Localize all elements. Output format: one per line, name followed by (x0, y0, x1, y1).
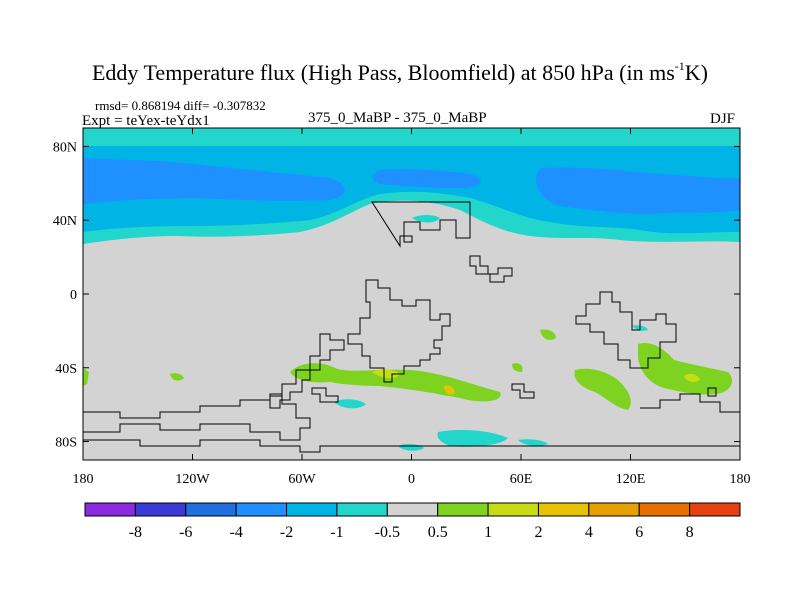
positive-patch-australia-south (638, 342, 732, 395)
colorbar-label: 6 (635, 524, 643, 541)
title-unit: K) (684, 60, 708, 85)
expt-label: Expt = teYex-teYdx1 (82, 113, 210, 129)
lon-tick-label: 60W (288, 472, 316, 487)
colorbar-swatch (185, 502, 237, 517)
colorbar-swatch (588, 502, 640, 517)
coast-north-africa (371, 201, 471, 248)
lon-tick-label: 180 (730, 472, 751, 487)
colorbar-label: 4 (585, 524, 593, 541)
title-superscript: -1 (674, 58, 685, 73)
lat-tick-label: 80S (55, 436, 77, 451)
negative-patch-north (412, 215, 440, 223)
coast-south-america (269, 333, 345, 409)
positive-patch-small-west (170, 373, 184, 381)
diff-value: -0.307832 (212, 98, 266, 113)
lon-tick-label: 180 (73, 472, 94, 487)
coast-islands (311, 383, 717, 403)
title-text: Eddy Temperature flux (High Pass, Bloomf… (91, 60, 675, 85)
colorbar-swatch (437, 502, 489, 517)
longitude-axis: 180 120W 60W 0 60E 120E 180 (73, 128, 751, 487)
positive-patch-south-america (540, 329, 556, 340)
lon-tick-label: 0 (408, 472, 415, 487)
map-plot-area: 80N 40N 0 40S 80S 180 120W 60W 0 60E 120E 180 (53, 127, 751, 487)
colorbar-label: -0.5 (375, 524, 400, 541)
colorbar-swatch (638, 502, 691, 517)
season-label: DJF (710, 111, 736, 127)
colorbar-label: -8 (129, 524, 142, 541)
colorbar-label: -4 (229, 524, 242, 541)
negative-patch-south-2 (437, 430, 508, 447)
coast-antarctic-south (83, 439, 740, 453)
coast-africa (347, 279, 451, 383)
colorbar-label: -2 (280, 524, 293, 541)
colorbar-swatch (286, 502, 338, 517)
positive-peak-patch (444, 385, 455, 395)
lon-tick-label: 120W (175, 472, 210, 487)
lon-tick-label: 60E (510, 472, 533, 487)
positive-patch-indian (574, 368, 631, 410)
colorbar-label: -1 (330, 524, 343, 541)
colorbar-label: 8 (686, 524, 694, 541)
coast-antarctic-east (640, 393, 740, 413)
colorbar-swatch (134, 502, 187, 517)
coast-arabia (469, 255, 513, 283)
coastlines (83, 201, 740, 453)
colorbar-label: 0.5 (428, 524, 448, 541)
stats-line: rmsd= 0.868194 diff= -0.307832 (95, 98, 266, 114)
positive-strong-patch-1 (372, 369, 400, 379)
negative-patch-south-4 (518, 439, 548, 447)
colorbar-swatch (537, 502, 590, 517)
colorbar-label: -6 (179, 524, 192, 541)
colorbar-swatch (689, 502, 741, 517)
colorbar-label: 1 (484, 524, 492, 541)
rmsd-label: rmsd= (95, 98, 129, 113)
lat-tick-label: 40N (53, 214, 77, 229)
coast-australia (575, 291, 677, 369)
colorbar-swatch (235, 502, 288, 517)
negative-band-inner-mid (372, 169, 481, 188)
colorbar-swatch (84, 502, 136, 517)
negative-band-inner-east (536, 167, 740, 214)
colorbar-swatch (336, 502, 388, 517)
colorbar: -8 -6 -4 -2 -1 -0.5 0.5 1 2 4 6 8 (84, 502, 741, 541)
lat-tick-label: 80N (53, 140, 77, 155)
colorbar-swatch (386, 502, 439, 517)
positive-patch-indian-small (512, 363, 523, 372)
chart-title: Eddy Temperature flux (High Pass, Bloomf… (0, 58, 800, 86)
latitude-axis: 80N 40N 0 40S 80S (53, 140, 740, 451)
colorbar-swatch (487, 502, 539, 517)
positive-strong-patch-2 (684, 373, 700, 383)
rmsd-value: 0.868194 (131, 98, 181, 113)
runs-label: 375_0_MaBP - 375_0_MaBP (308, 110, 487, 126)
lat-tick-label: 0 (70, 288, 77, 303)
lat-tick-label: 40S (55, 362, 77, 377)
negative-patch-south-1 (334, 399, 366, 409)
negative-band-inner-west (83, 158, 345, 204)
positive-patch-far-west (83, 368, 89, 386)
coast-antarctic-outline (83, 393, 311, 441)
colorbar-label: 2 (534, 524, 542, 541)
diff-label: diff= (183, 98, 210, 113)
lon-tick-label: 120E (616, 472, 646, 487)
